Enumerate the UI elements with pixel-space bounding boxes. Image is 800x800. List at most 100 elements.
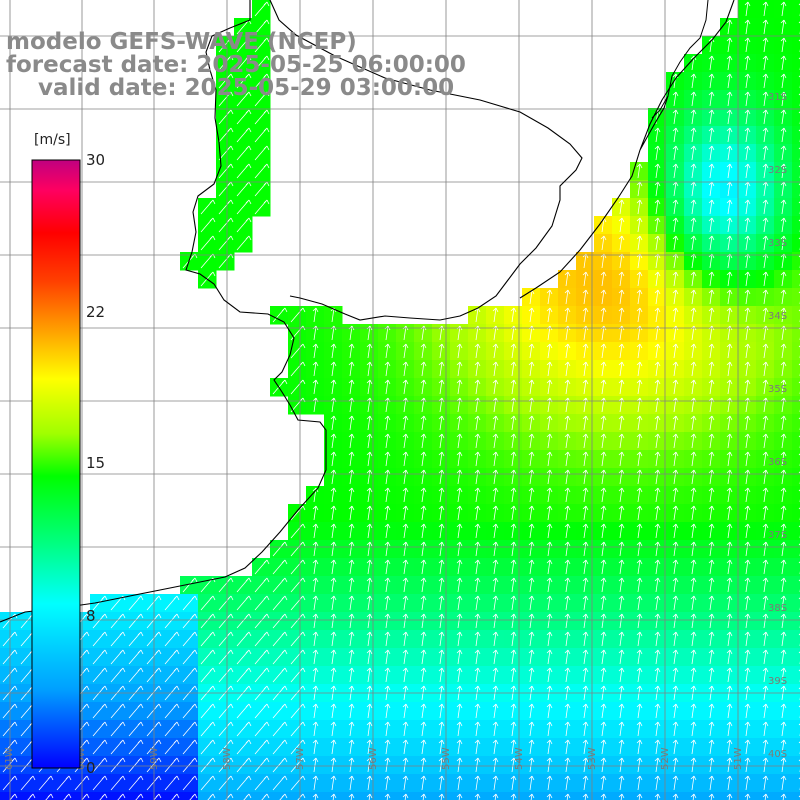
wind-arrow (290, 379, 306, 395)
wind-arrow (672, 271, 679, 287)
wind-arrow (456, 361, 463, 377)
wind-arrow (474, 757, 481, 773)
wind-arrow (290, 739, 306, 755)
wind-arrow (402, 559, 409, 575)
wind-arrow (384, 775, 391, 791)
wind-arrow (762, 271, 769, 287)
wind-arrow (600, 379, 607, 395)
wind-arrow (348, 469, 355, 485)
wind-arrow (726, 739, 733, 755)
wind-arrow (528, 523, 535, 539)
wind-arrow (618, 649, 625, 665)
wind-arrow (672, 109, 679, 125)
wind-arrow (600, 415, 607, 431)
wind-arrow (636, 469, 643, 485)
wind-arrow (600, 577, 607, 593)
wind-arrow (456, 343, 463, 359)
wind-arrow (366, 613, 373, 629)
wind-arrow (236, 235, 252, 251)
wind-arrow (474, 361, 481, 377)
wind-arrow (564, 631, 571, 647)
wind-arrow (726, 19, 733, 35)
wind-arrow (254, 631, 270, 647)
wind-arrow (528, 667, 535, 683)
wind-arrow (690, 217, 697, 233)
wind-arrow (218, 703, 234, 719)
wind-arrow (582, 631, 589, 647)
wind-arrow (81, 793, 90, 800)
wind-arrow (744, 19, 751, 35)
wind-arrow (200, 757, 216, 773)
wind-arrow (690, 775, 697, 791)
wind-arrow (146, 739, 162, 755)
wind-arrow (110, 721, 126, 737)
wind-arrow (510, 649, 517, 665)
wind-arrow (182, 631, 198, 647)
wind-arrow (780, 469, 787, 485)
wind-arrow (762, 739, 769, 755)
wind-arrow (744, 631, 751, 647)
wind-arrow (366, 379, 373, 395)
wind-arrow (236, 613, 252, 629)
wind-arrow (726, 721, 733, 737)
wind-arrow (582, 613, 589, 629)
wind-arrow (708, 523, 715, 539)
wind-arrow (200, 667, 216, 683)
wind-arrow (582, 379, 589, 395)
wind-arrow (762, 37, 769, 53)
wind-arrow (546, 361, 553, 377)
wind-arrow (690, 631, 697, 647)
wind-arrow (780, 307, 787, 323)
wind-arrow (636, 379, 643, 395)
wind-arrow (438, 595, 445, 611)
wind-arrow (744, 289, 751, 305)
wind-arrow (110, 739, 126, 755)
wind-arrow (546, 559, 553, 575)
wind-arrow (218, 217, 234, 233)
wind-arrow (744, 1, 751, 17)
wind-arrow (762, 775, 769, 791)
wind-arrow (636, 433, 643, 449)
wind-arrow (582, 451, 589, 467)
wind-arrow (744, 217, 751, 233)
wind-arrow (762, 73, 769, 89)
wind-arrow (456, 613, 463, 629)
wind-arrow (690, 289, 697, 305)
wind-arrow (744, 793, 751, 800)
wind-arrow (564, 505, 571, 521)
wind-arrow (708, 757, 715, 773)
wind-arrow (254, 721, 270, 737)
colorbar-tick: 0 (86, 759, 96, 777)
wind-arrow (654, 559, 661, 575)
wind-arrow (218, 613, 234, 629)
wind-arrow (744, 775, 751, 791)
wind-arrow (366, 361, 373, 377)
wind-arrow (564, 361, 571, 377)
wind-arrow (330, 487, 337, 503)
wind-arrow (546, 595, 553, 611)
wind-arrow (2, 703, 18, 719)
wind-arrow (600, 631, 607, 647)
wind-arrow (654, 631, 661, 647)
wind-arrow (762, 631, 769, 647)
wind-arrow (780, 163, 787, 179)
longitude-label: 52W (660, 747, 671, 770)
wind-arrow (402, 523, 409, 539)
wind-arrow (330, 613, 337, 629)
wind-arrow (510, 757, 517, 773)
wind-arrow (290, 721, 306, 737)
wind-arrow (708, 217, 715, 233)
wind-arrow (708, 541, 715, 557)
wind-arrow (99, 793, 108, 800)
wind-arrow (218, 649, 234, 665)
wind-arrow (254, 1, 270, 17)
wind-arrow (456, 775, 463, 791)
wind-arrow (272, 739, 288, 755)
latitude-label: 36S (768, 457, 787, 468)
wind-arrow (236, 649, 252, 665)
wind-arrow (492, 487, 499, 503)
wind-arrow (564, 667, 571, 683)
wind-arrow (74, 757, 90, 773)
wind-arrow (218, 721, 234, 737)
wind-arrow (636, 595, 643, 611)
